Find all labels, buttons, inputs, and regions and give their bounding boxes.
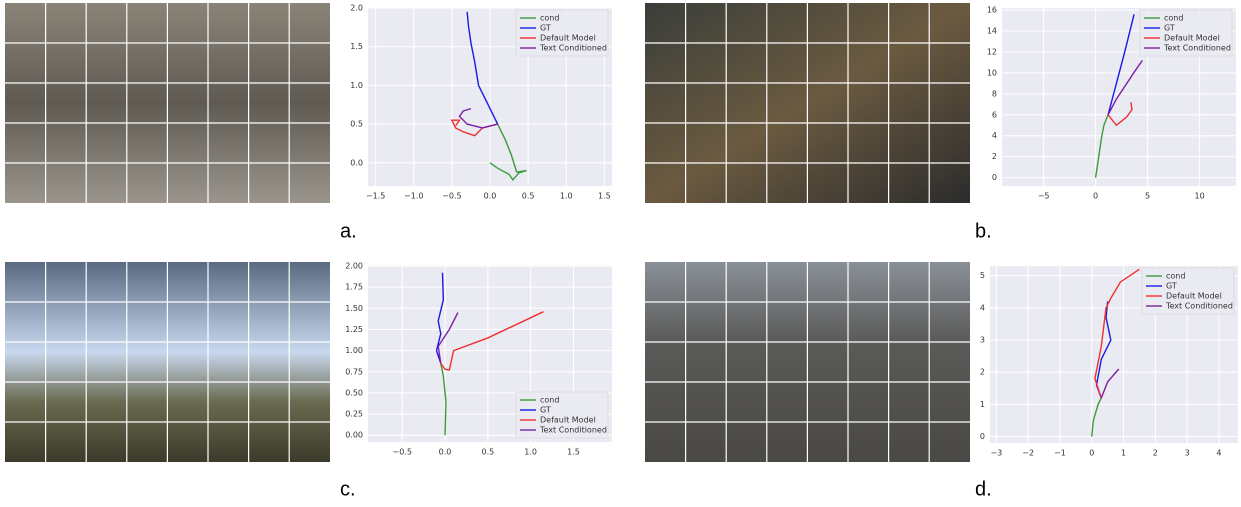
y-tick-label: 1.00: [345, 346, 363, 355]
y-tick-label: 2.00: [345, 262, 363, 271]
x-tick-label: 1.0: [524, 448, 537, 457]
legend-label: Default Model: [1166, 292, 1222, 301]
legend-label: cond: [1166, 272, 1185, 281]
y-tick-label: 0.00: [345, 431, 363, 440]
caption: d.: [975, 478, 992, 500]
y-tick-label: 10: [987, 68, 997, 77]
y-tick-label: 0: [980, 432, 985, 441]
legend-label: Text Conditioned: [1165, 302, 1233, 311]
x-tick-label: 0.0: [484, 192, 497, 201]
x-tick-label: 0: [1093, 192, 1098, 201]
x-tick-label: −0.5: [442, 192, 461, 201]
legend-label: cond: [540, 396, 559, 405]
x-tick-label: −1.0: [404, 192, 423, 201]
legend-label: GT: [1166, 282, 1177, 291]
y-tick-label: 2.0: [350, 4, 363, 13]
x-tick-label: −5: [1038, 192, 1050, 201]
legend-label: cond: [540, 14, 559, 23]
legend-label: GT: [540, 406, 551, 415]
y-tick-label: 1.5: [350, 42, 363, 51]
x-tick-label: 0.0: [439, 448, 452, 457]
y-tick-label: 2: [992, 152, 997, 161]
y-tick-label: 1.50: [345, 304, 363, 313]
legend-label: Default Model: [540, 416, 596, 425]
legend-label: GT: [540, 24, 551, 33]
y-tick-label: 0.0: [350, 158, 363, 167]
x-tick-label: 5: [1145, 192, 1150, 201]
x-tick-label: −0.5: [393, 448, 412, 457]
y-tick-label: 0.75: [345, 367, 363, 376]
y-tick-label: 0.50: [345, 388, 363, 397]
figure: a. b. c. d. −1.5 −1.0 −0.5 0.0 0.5 1.0 1.5 0.0 0.5 1.…: [0, 0, 1241, 503]
legend-label: cond: [1164, 14, 1183, 23]
x-tick-label: 3: [1185, 449, 1190, 458]
y-tick-label: 4: [980, 303, 985, 312]
x-tick-label: 1.5: [598, 192, 611, 201]
legend-label: Default Model: [1164, 34, 1220, 43]
x-tick-label: −2: [1022, 449, 1034, 458]
y-tick-label: 4: [992, 131, 997, 140]
y-tick-label: 16: [987, 6, 997, 15]
x-tick-label: −1: [1054, 449, 1066, 458]
caption: a.: [340, 220, 357, 242]
y-tick-label: 8: [992, 89, 997, 98]
x-tick-label: 0: [1089, 449, 1094, 458]
caption: b.: [975, 220, 992, 242]
y-tick-label: 0.5: [350, 120, 363, 129]
y-tick-label: 0: [992, 173, 997, 182]
x-tick-label: 0.5: [481, 448, 494, 457]
legend-label: GT: [1164, 24, 1175, 33]
y-tick-label: 0.25: [345, 410, 363, 419]
y-tick-label: 1.25: [345, 325, 363, 334]
x-tick-label: 1: [1121, 449, 1126, 458]
x-tick-label: 4: [1216, 449, 1221, 458]
x-tick-label: 0.5: [522, 192, 535, 201]
y-tick-label: 12: [987, 47, 997, 56]
y-tick-label: 1.75: [345, 283, 363, 292]
y-tick-label: 6: [992, 110, 997, 119]
y-tick-label: 14: [987, 27, 997, 36]
y-tick-label: 1: [980, 400, 985, 409]
legend-label: Text Conditioned: [539, 44, 607, 53]
y-tick-label: 1.0: [350, 81, 363, 90]
caption: c.: [340, 478, 356, 500]
y-tick-label: 2: [980, 368, 985, 377]
legend-label: Text Conditioned: [539, 426, 607, 435]
legend-label: Text Conditioned: [1163, 44, 1231, 53]
x-tick-label: 1.5: [567, 448, 580, 457]
y-tick-label: 3: [980, 336, 985, 345]
legend-label: Default Model: [540, 34, 596, 43]
x-tick-label: −3: [990, 449, 1002, 458]
y-tick-label: 5: [980, 271, 985, 280]
x-tick-label: 2: [1153, 449, 1158, 458]
x-tick-label: −1.5: [366, 192, 385, 201]
x-tick-label: 1.0: [560, 192, 573, 201]
x-tick-label: 10: [1195, 192, 1205, 201]
